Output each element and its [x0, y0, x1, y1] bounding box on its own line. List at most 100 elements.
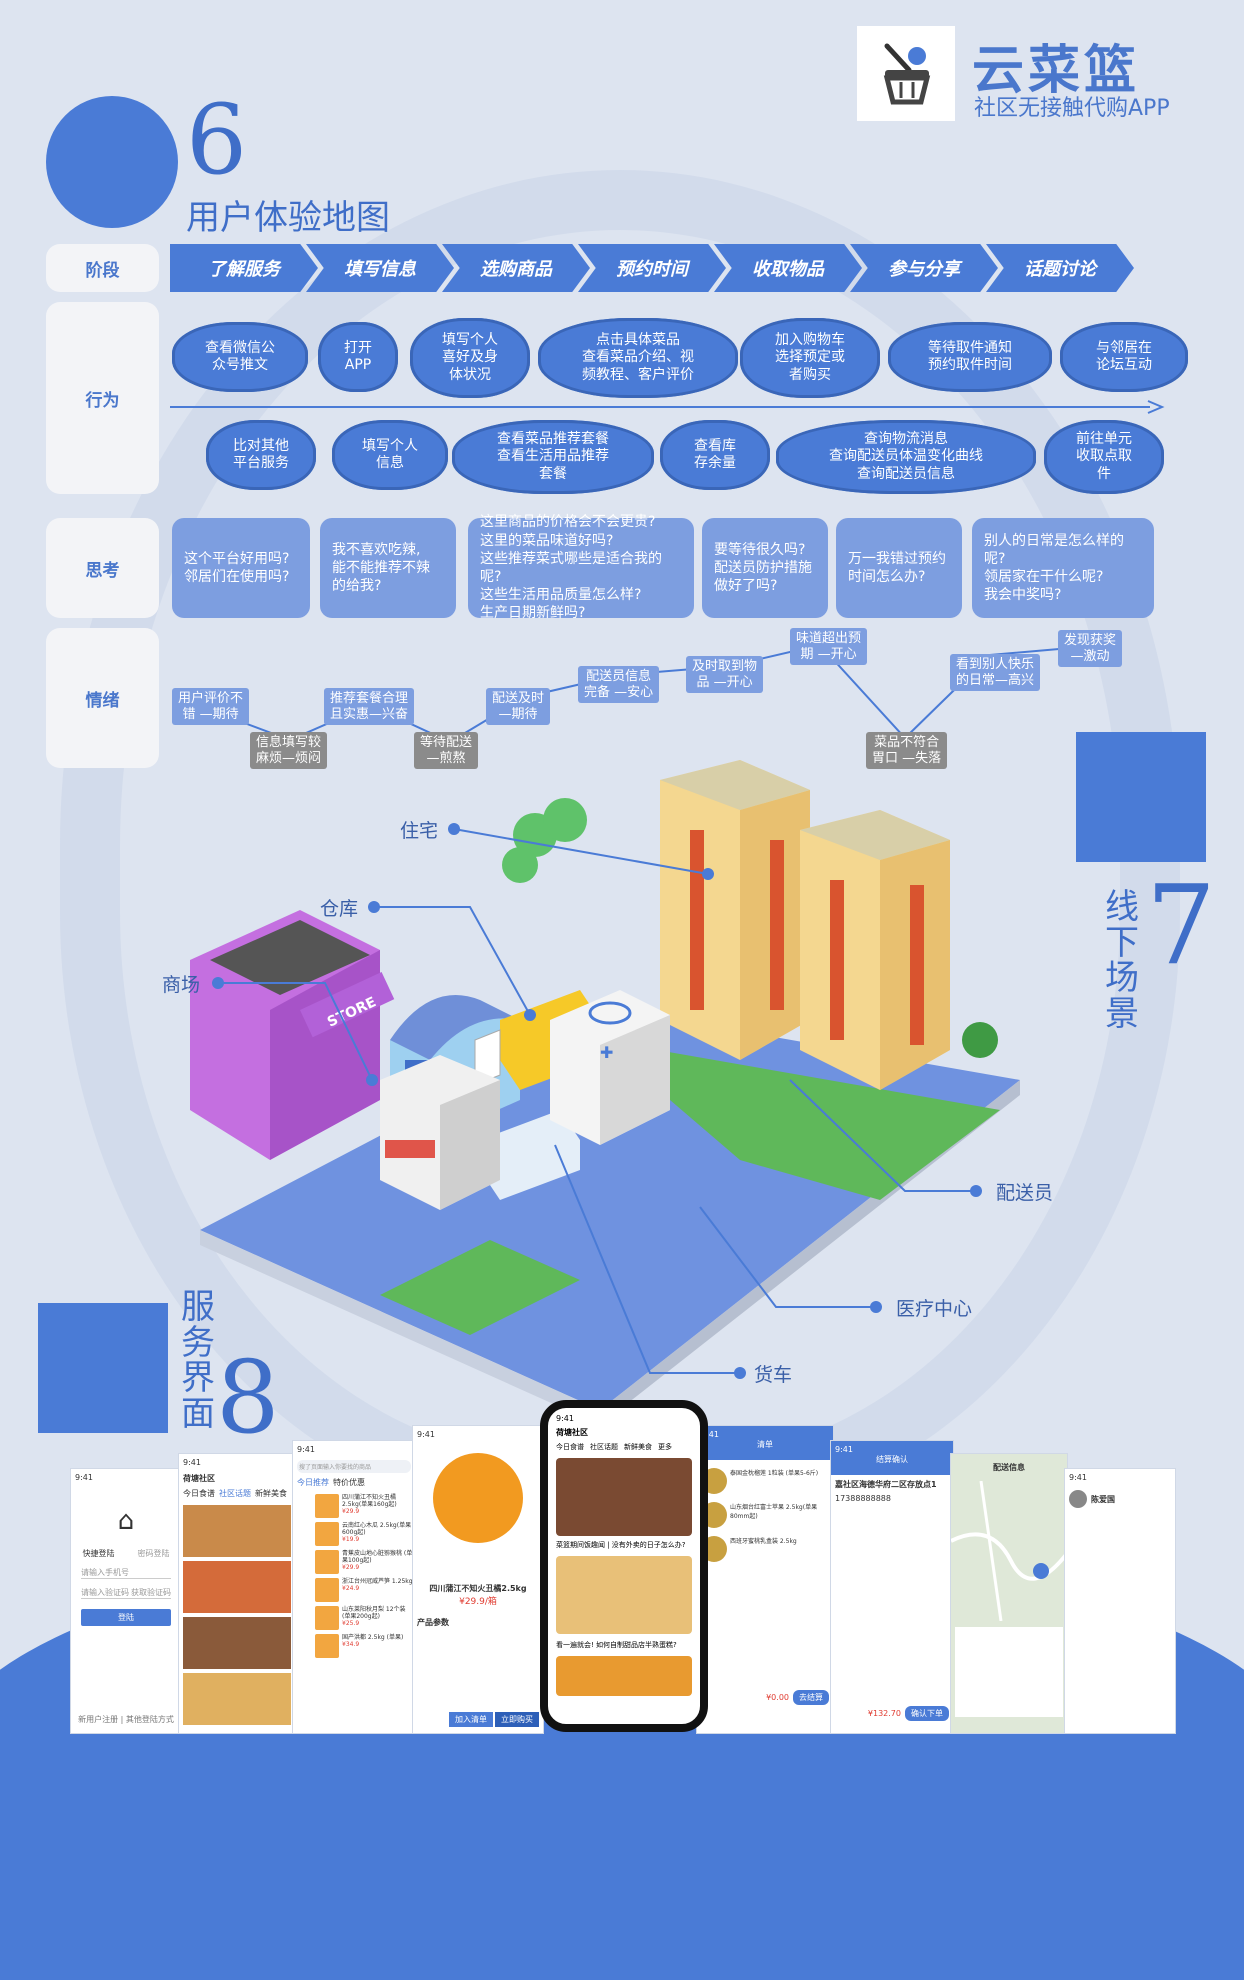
tab-fresh[interactable]: 新鲜美食: [624, 1443, 652, 1451]
action-top-5: 等待取件通知 预约取件时间: [888, 322, 1052, 392]
order-total: ¥132.70: [867, 1709, 901, 1718]
emotion-0: 用户评价不 错 —期待: [172, 688, 250, 726]
svg-text:✚: ✚: [600, 1043, 613, 1062]
thought-2: 这里商品的价格会不会更贵? 这里的菜品味道好吗? 这些推荐菜式哪些是适合我的呢?…: [468, 514, 694, 621]
mall-building: STORE: [190, 910, 395, 1160]
place-label-truck: 货车: [754, 1364, 793, 1386]
checkout-button[interactable]: 去结算: [793, 1690, 829, 1705]
delivery-map-screen: 配送信息: [950, 1453, 1068, 1734]
post-image[interactable]: [183, 1617, 291, 1669]
post-image[interactable]: [183, 1673, 291, 1725]
cart-item-name: 泰国金枕榴莲 1粒装 (单果5-6斤): [730, 1470, 819, 1477]
section8-title-char: 务: [181, 1322, 215, 1363]
emotion-5: 配送员信息 完备 —安心: [578, 666, 660, 704]
user-name: 陈爱国: [1091, 1494, 1115, 1504]
tab-topics[interactable]: 社区话题: [219, 1489, 251, 1498]
thought-text: 这里商品的价格会不会更贵? 这里的菜品味道好吗? 这些推荐菜式哪些是适合我的呢?…: [480, 514, 662, 622]
product-row[interactable]: 四川蒲江不知火丑橘 2.5kg(单果160g起) ¥29.9: [315, 1494, 413, 1518]
place-label-courier: 配送员: [996, 1182, 1054, 1204]
tab-fresh[interactable]: 新鲜美食: [255, 1489, 287, 1498]
place-label-medical: 医疗中心: [896, 1298, 973, 1320]
status-time: 9:41: [1069, 1473, 1087, 1482]
action-bottom-5: 前往单元 收取点取 件: [1044, 420, 1164, 494]
courier-temperature-card[interactable]: [955, 1627, 1063, 1717]
section8-title-char: 面: [181, 1394, 215, 1435]
tab-quick-login[interactable]: 快捷登陆: [82, 1549, 115, 1558]
basket-icon: ⌂: [117, 1506, 135, 1536]
status-time: 9:41: [183, 1458, 201, 1467]
timeline-arrow: [170, 400, 1165, 414]
product-price: ¥19.9: [342, 1536, 360, 1544]
product-row[interactable]: 国产洪都 2.5kg (单果) ¥34.9: [315, 1634, 413, 1658]
cart-item[interactable]: 西班牙蜜桃乳盒装 2.5kg: [701, 1536, 829, 1562]
product-thumb: [315, 1494, 339, 1518]
stage-3: 预约时间: [578, 244, 726, 292]
product-row[interactable]: 青蕉皮山地心脏猕猴桃 (单果100g起) ¥29.9: [315, 1550, 413, 1574]
tab-recommend[interactable]: 今日推荐: [297, 1478, 329, 1487]
section7-title-char: 场: [1105, 958, 1139, 999]
search-input[interactable]: 搜了页面输入你要找的商品: [297, 1460, 411, 1473]
status-time: 9:41: [835, 1445, 853, 1454]
section7-title-char: 线: [1105, 887, 1139, 927]
stage-5: 参与分享: [850, 244, 998, 292]
login-footer[interactable]: 新用户注册 | 其他登陆方式: [78, 1715, 174, 1724]
post-image[interactable]: [556, 1458, 692, 1536]
cart-total: ¥0.00: [766, 1693, 789, 1702]
contact-phone: 17388888888: [835, 1494, 891, 1503]
product-row[interactable]: 云南红心木瓜 2.5kg(单果600g起) ¥19.9: [315, 1522, 413, 1546]
cart-item[interactable]: 泰国金枕榴莲 1粒装 (单果5-6斤): [701, 1468, 829, 1494]
code-input[interactable]: 请输入验证码: [81, 1588, 129, 1597]
tab-discount[interactable]: 特价优惠: [333, 1478, 365, 1487]
avatar[interactable]: [1069, 1490, 1087, 1508]
row-label-action: 行为: [46, 302, 159, 494]
place-label-mall: 商场: [162, 974, 201, 996]
tab-recipes[interactable]: 今日食谱: [556, 1443, 584, 1451]
login-screen: 9:41 ⌂ 快捷登陆 密码登陆 请输入手机号 请输入验证码 获取验证码 登陆 …: [70, 1468, 182, 1734]
post-title[interactable]: 菜篮期间饭趣闻 | 没有外卖的日子怎么办?: [556, 1541, 686, 1549]
post-title[interactable]: 看一遍就会! 如何自制甜品店半熟蛋糕?: [556, 1641, 677, 1649]
profile-screen: 9:41 陈爱国: [1064, 1468, 1176, 1734]
section-circle: [46, 96, 178, 228]
post-image[interactable]: [183, 1505, 291, 1557]
cart-list: 泰国金枕榴莲 1粒装 (单果5-6斤) 山东烟台红富士苹果 2.5kg(单果80m…: [697, 1468, 833, 1562]
product-price: ¥34.9: [342, 1641, 360, 1649]
delivery-map: [951, 1480, 1067, 1622]
row-label-emotion: 情绪: [46, 628, 159, 768]
phone-input[interactable]: 请输入手机号: [81, 1567, 171, 1579]
post-image[interactable]: [183, 1561, 291, 1613]
add-to-list-button[interactable]: 加入清单: [449, 1712, 493, 1727]
emotion-10: 发现获奖 —激动: [1058, 630, 1123, 668]
submit-order-button[interactable]: 确认下单: [905, 1706, 949, 1721]
tab-recipes[interactable]: 今日食谱: [183, 1489, 215, 1498]
tab-password-login[interactable]: 密码登陆: [137, 1549, 170, 1558]
status-time: 9:41: [75, 1473, 93, 1482]
login-button[interactable]: 登陆: [81, 1609, 171, 1626]
product-row[interactable]: 山东莱阳秋月梨 12个装 (单果200g起) ¥25.9: [315, 1606, 413, 1630]
tab-topics[interactable]: 社区话题: [590, 1443, 618, 1451]
stage-1: 填写信息: [306, 244, 454, 292]
thought-text: 我不喜欢吃辣, 能不能推荐不辣 的给我?: [332, 541, 430, 595]
offline-scene: STORE ✚: [190, 760, 1020, 1420]
location-label[interactable]: 荷塘社区: [183, 1474, 215, 1483]
section7-title: 线 下 场 景: [1104, 887, 1140, 1035]
tab-more[interactable]: 更多: [658, 1443, 672, 1451]
product-row[interactable]: 浙江台州冠威芦笋 1.25kg ¥24.9: [315, 1578, 413, 1602]
get-code-button[interactable]: 获取验证码: [131, 1588, 171, 1597]
post-image[interactable]: [556, 1556, 692, 1634]
thought-5: 别人的日常是怎么样的呢? 领居家在干什么呢? 我会中奖吗?: [972, 518, 1154, 618]
action-bottom-4: 查询物流消息 查询配送员体温变化曲线 查询配送员信息: [776, 420, 1036, 494]
cart-item[interactable]: 山东烟台红富士苹果 2.5kg(单果80mm起): [701, 1502, 829, 1528]
emotion-3: 等待配送 —煎熬: [414, 732, 479, 770]
pickup-address[interactable]: 嘉社区海德华府二区存放点1: [835, 1480, 937, 1489]
section7-title-char: 景: [1105, 994, 1139, 1035]
section8-title-char: 界: [181, 1358, 215, 1399]
emotion-8: 菜品不符合 胃口 —失落: [866, 732, 948, 770]
product-thumb: [315, 1634, 339, 1658]
buy-now-button[interactable]: 立即购买: [495, 1712, 539, 1727]
product-name: 四川蒲江不知火丑橘 2.5kg(单果160g起): [342, 1494, 397, 1509]
location-label[interactable]: 荷塘社区: [556, 1428, 588, 1437]
emotion-2: 推荐套餐合理 且实惠—兴奋: [324, 688, 415, 726]
post-image[interactable]: [556, 1656, 692, 1696]
product-image: [433, 1453, 523, 1543]
product-price: ¥25.9: [342, 1620, 360, 1628]
